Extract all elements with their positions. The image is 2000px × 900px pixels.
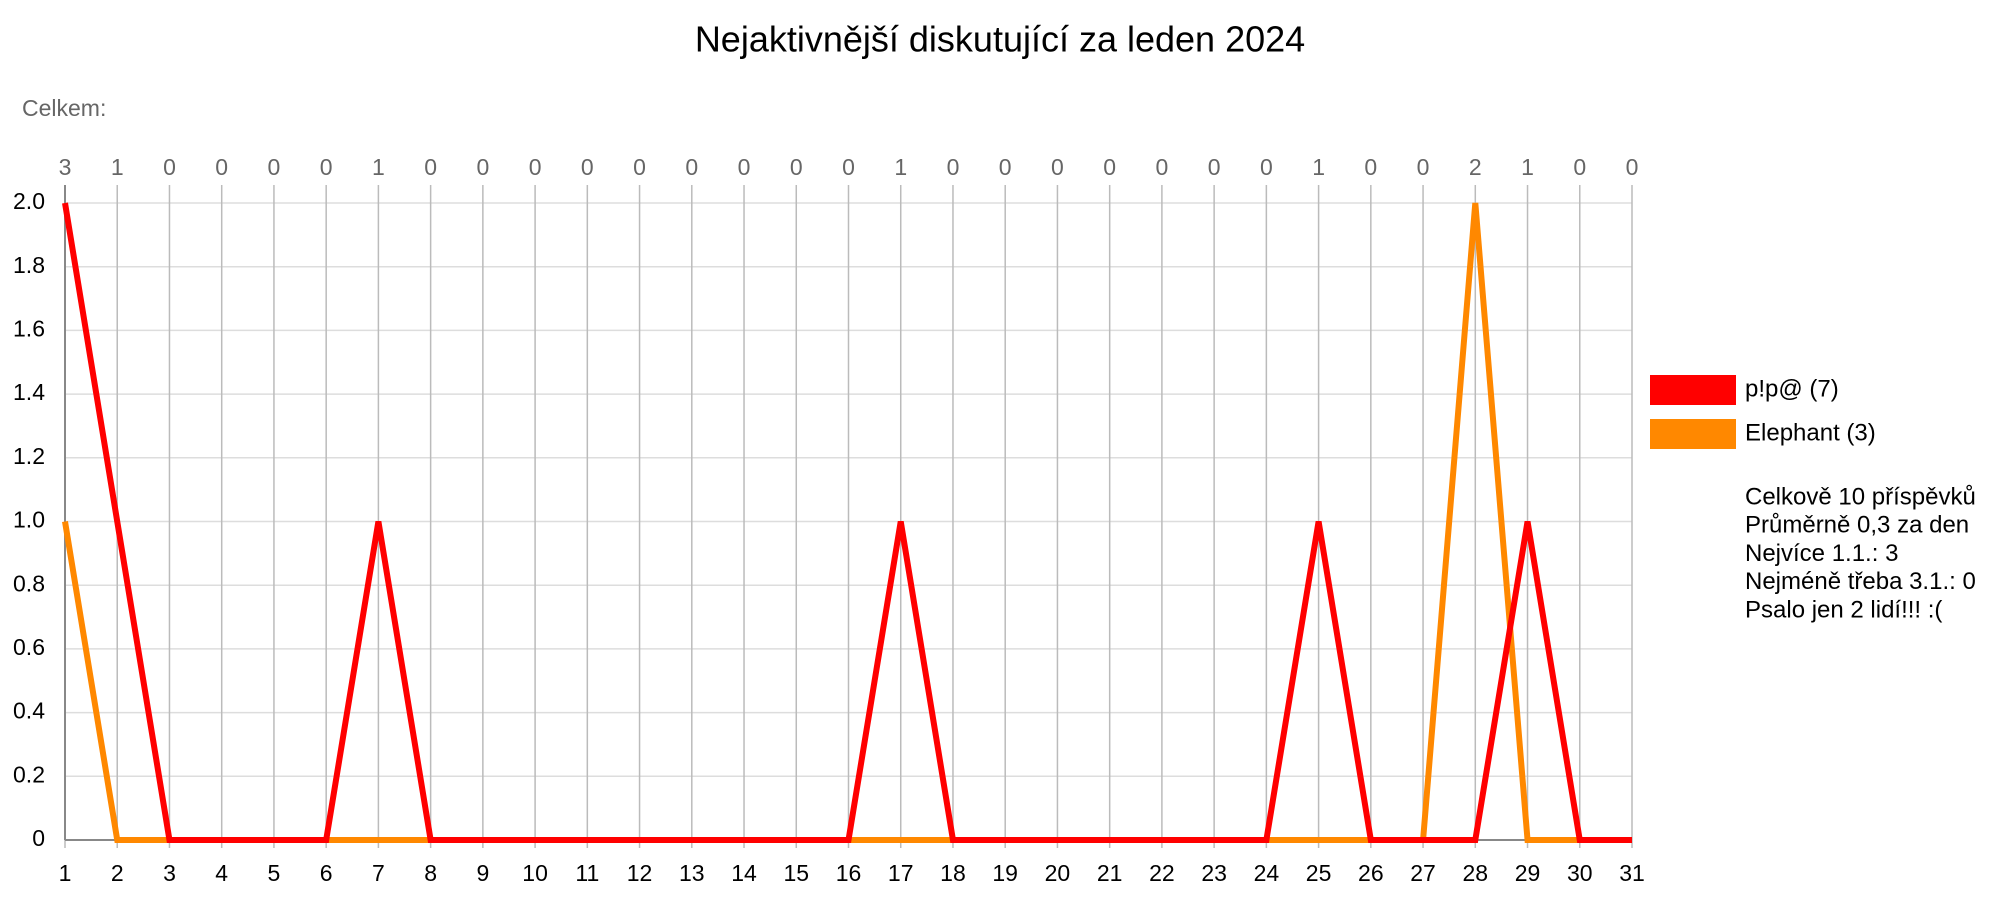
total-label: 0 xyxy=(268,154,281,180)
y-tick-label: 0.2 xyxy=(13,761,45,787)
x-tick-label: 11 xyxy=(575,860,599,886)
stat-line: Průměrně 0,3 za den xyxy=(1745,512,1969,539)
total-label: 0 xyxy=(424,154,437,180)
y-tick-label: 1.2 xyxy=(13,443,45,469)
total-label: 0 xyxy=(999,154,1012,180)
x-tick-label: 13 xyxy=(679,860,705,886)
x-tick-label: 18 xyxy=(940,860,966,886)
total-label: 0 xyxy=(1417,154,1430,180)
x-tick-label: 14 xyxy=(731,860,757,886)
legend-label: Elephant (3) xyxy=(1745,419,1876,446)
x-tick-label: 19 xyxy=(992,860,1018,886)
line xyxy=(62,202,1632,843)
legend-swatch xyxy=(1650,375,1736,405)
x-tick-label: 27 xyxy=(1410,860,1436,886)
total-label: 0 xyxy=(685,154,698,180)
total-label: 0 xyxy=(320,154,333,180)
y-tick-label: 1.6 xyxy=(13,315,45,341)
stat-line: Nejméně třeba 3.1.: 0 xyxy=(1745,568,1976,595)
total-label: 1 xyxy=(1521,154,1534,180)
x-tick-label: 3 xyxy=(163,860,176,886)
chart-title: Nejaktivnější diskutující za leden 2024 xyxy=(695,19,1305,60)
total-label: 0 xyxy=(581,154,594,180)
x-tick-label: 31 xyxy=(1619,860,1645,886)
x-tick-label: 1 xyxy=(59,860,72,886)
x-tick-label: 30 xyxy=(1567,860,1593,886)
total-label: 0 xyxy=(1260,154,1273,180)
x-tick-label: 6 xyxy=(320,860,333,886)
total-label: 0 xyxy=(163,154,176,180)
y-tick-label: 1.0 xyxy=(13,507,45,533)
x-tick-label: 29 xyxy=(1515,860,1541,886)
x-tick-label: 22 xyxy=(1149,860,1175,886)
total-label: 0 xyxy=(790,154,803,180)
x-tick-label: 20 xyxy=(1045,860,1071,886)
chart-subtitle: Celkem: xyxy=(22,95,106,121)
legend-swatch xyxy=(1650,419,1736,449)
total-label: 0 xyxy=(1208,154,1221,180)
total-label: 0 xyxy=(529,154,542,180)
y-tick-label: 0.6 xyxy=(13,634,45,660)
total-label: 0 xyxy=(738,154,751,180)
x-tick-label: 4 xyxy=(215,860,228,886)
x-tick-label: 9 xyxy=(476,860,489,886)
total-label: 0 xyxy=(1103,154,1116,180)
total-label: 1 xyxy=(1312,154,1325,180)
x-tick-label: 25 xyxy=(1306,860,1332,886)
y-tick-label: 0.8 xyxy=(13,570,45,596)
x-tick-label: 10 xyxy=(522,860,548,886)
x-tick-label: 12 xyxy=(627,860,653,886)
total-label: 0 xyxy=(1156,154,1169,180)
x-tick-label: 16 xyxy=(836,860,862,886)
x-tick-label: 15 xyxy=(783,860,809,886)
x-tick-label: 28 xyxy=(1463,860,1489,886)
total-label: 0 xyxy=(1573,154,1586,180)
x-tick-label: 23 xyxy=(1201,860,1227,886)
x-tick-label: 8 xyxy=(424,860,437,886)
stat-line: Nejvíce 1.1.: 3 xyxy=(1745,540,1898,567)
total-label: 0 xyxy=(1364,154,1377,180)
total-label: 0 xyxy=(947,154,960,180)
stat-line: Celkově 10 příspěvků xyxy=(1745,483,1976,510)
total-label: 1 xyxy=(111,154,124,180)
x-tick-label: 21 xyxy=(1097,860,1123,886)
total-label: 3 xyxy=(59,154,72,180)
y-tick-label: 0 xyxy=(32,825,45,851)
x-tick-label: 26 xyxy=(1358,860,1384,886)
x-tick-label: 17 xyxy=(888,860,914,886)
legend-label: p!p@ (7) xyxy=(1745,375,1839,402)
total-label: 0 xyxy=(1051,154,1064,180)
total-label: 0 xyxy=(633,154,646,180)
total-label: 1 xyxy=(372,154,385,180)
y-tick-label: 1.4 xyxy=(13,379,45,405)
total-label: 1 xyxy=(894,154,907,180)
total-label: 0 xyxy=(476,154,489,180)
total-label: 0 xyxy=(842,154,855,180)
total-label: 0 xyxy=(215,154,228,180)
total-label: 2 xyxy=(1469,154,1482,180)
y-tick-label: 1.8 xyxy=(13,252,45,278)
stat-line: Psalo jen 2 lidí!!! :( xyxy=(1745,597,1942,624)
y-tick-label: 2.0 xyxy=(13,188,45,214)
y-tick-label: 0.4 xyxy=(13,698,45,724)
total-label: 0 xyxy=(1626,154,1639,180)
x-tick-label: 24 xyxy=(1254,860,1280,886)
x-tick-label: 5 xyxy=(268,860,281,886)
x-tick-label: 7 xyxy=(372,860,385,886)
x-tick-label: 2 xyxy=(111,860,124,886)
